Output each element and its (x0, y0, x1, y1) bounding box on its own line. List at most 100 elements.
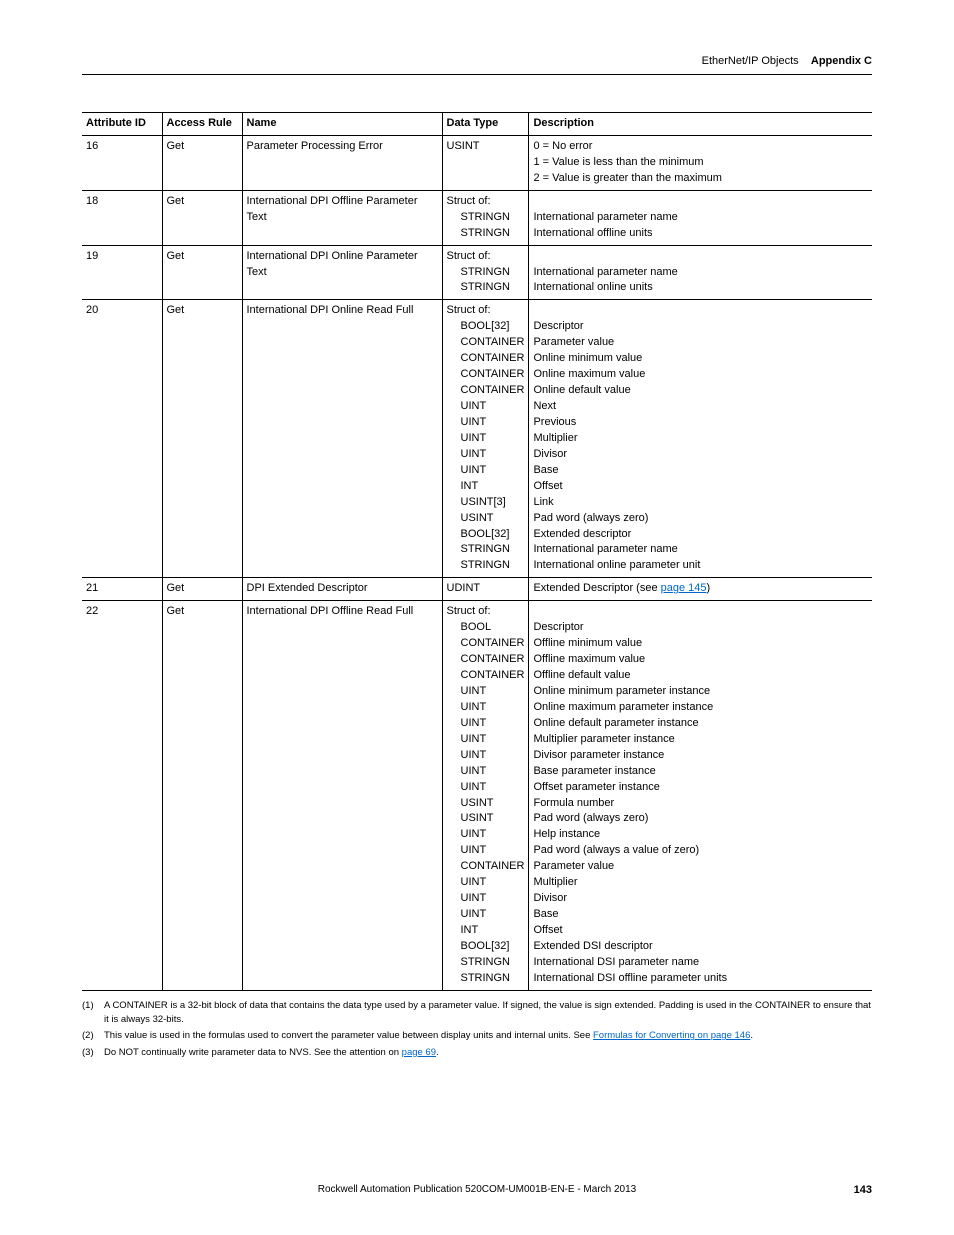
description-line: 1 = Value is less than the minimum (533, 155, 868, 171)
description-line: Multiplier (533, 431, 868, 447)
data-type-value: Struct of: (447, 303, 525, 319)
data-type-value: UINT (447, 447, 525, 463)
data-type-cell: Struct of:STRINGNSTRINGN (442, 190, 529, 245)
data-type-value: UINT (447, 764, 525, 780)
attr-id-cell: 18 (82, 190, 162, 245)
data-type-value: STRINGN (447, 542, 525, 558)
description-line: International offline units (533, 226, 868, 242)
description-line: Base parameter instance (533, 764, 868, 780)
description-line: International parameter name (533, 542, 868, 558)
data-type-cell: UDINT (442, 578, 529, 601)
data-type-value: UINT (447, 875, 525, 891)
table-row: 16GetParameter Processing ErrorUSINT0 = … (82, 135, 872, 190)
description-line: International DSI parameter name (533, 955, 868, 971)
footnote: (2)This value is used in the formulas us… (82, 1029, 872, 1043)
description-line: Online minimum parameter instance (533, 684, 868, 700)
description-line: Pad word (always zero) (533, 811, 868, 827)
data-type-value: USINT (447, 139, 525, 155)
col-header: Access Rule (162, 113, 242, 136)
data-type-value: INT (447, 479, 525, 495)
footnote-marker: (3) (82, 1046, 104, 1060)
attr-id-cell: 19 (82, 245, 162, 300)
description-line: Previous (533, 415, 868, 431)
data-type-value: UINT (447, 700, 525, 716)
data-type-value: CONTAINER (447, 668, 525, 684)
description-line: Link (533, 495, 868, 511)
data-type-cell: Struct of:BOOLCONTAINERCONTAINERCONTAINE… (442, 601, 529, 991)
data-type-value: INT (447, 923, 525, 939)
description-cell: 0 = No error1 = Value is less than the m… (529, 135, 872, 190)
description-line: Pad word (always zero) (533, 511, 868, 527)
name-cell: International DPI Offline Read Full (242, 601, 442, 991)
footnote-marker: (2) (82, 1029, 104, 1043)
description-line: Offline maximum value (533, 652, 868, 668)
data-type-value: UINT (447, 463, 525, 479)
data-type-value: CONTAINER (447, 383, 525, 399)
access-rule-cell: Get (162, 601, 242, 991)
description-cell: DescriptorOffline minimum valueOffline m… (529, 601, 872, 991)
description-line: Base (533, 463, 868, 479)
table-row: 18GetInternational DPI Offline Parameter… (82, 190, 872, 245)
description-line: Extended DSI descriptor (533, 939, 868, 955)
data-type-value: UINT (447, 684, 525, 700)
attr-id-cell: 22 (82, 601, 162, 991)
access-rule-cell: Get (162, 135, 242, 190)
data-type-cell: Struct of:BOOL[32]CONTAINERCONTAINERCONT… (442, 300, 529, 578)
description-cell: DescriptorParameter valueOnline minimum … (529, 300, 872, 578)
data-type-value: UINT (447, 399, 525, 415)
data-type-value: UINT (447, 748, 525, 764)
col-header: Name (242, 113, 442, 136)
footnote: (1)A CONTAINER is a 32-bit block of data… (82, 999, 872, 1028)
publication-info: Rockwell Automation Publication 520COM-U… (318, 1184, 636, 1195)
name-cell: International DPI Online Parameter Text (242, 245, 442, 300)
data-type-value: UINT (447, 431, 525, 447)
description-line: Offline default value (533, 668, 868, 684)
footnotes: (1)A CONTAINER is a 32-bit block of data… (82, 999, 872, 1060)
data-type-value: Struct of: (447, 249, 525, 265)
breadcrumb-appendix: Appendix C (811, 55, 872, 67)
description-line: Online minimum value (533, 351, 868, 367)
description-line (533, 604, 868, 620)
description-line (533, 194, 868, 210)
data-type-value: STRINGN (447, 955, 525, 971)
description-line (533, 249, 868, 265)
description-line: Online maximum parameter instance (533, 700, 868, 716)
data-type-value: BOOL (447, 620, 525, 636)
data-type-cell: Struct of:STRINGNSTRINGN (442, 245, 529, 300)
description-line: Formula number (533, 796, 868, 812)
footnote-text: A CONTAINER is a 32-bit block of data th… (104, 999, 872, 1028)
name-cell: Parameter Processing Error (242, 135, 442, 190)
data-type-value: UINT (447, 732, 525, 748)
attr-id-cell: 16 (82, 135, 162, 190)
data-type-value: STRINGN (447, 280, 525, 296)
description-line (533, 303, 868, 319)
data-type-value: CONTAINER (447, 351, 525, 367)
description-line: Divisor parameter instance (533, 748, 868, 764)
description-line: Offset (533, 479, 868, 495)
access-rule-cell: Get (162, 245, 242, 300)
page-footer: Rockwell Automation Publication 520COM-U… (82, 1184, 872, 1195)
description-line: Base (533, 907, 868, 923)
table-row: 21GetDPI Extended DescriptorUDINTExtende… (82, 578, 872, 601)
description-line: Offset (533, 923, 868, 939)
description-line: International parameter name (533, 210, 868, 226)
description-line: Divisor (533, 447, 868, 463)
data-type-value: UINT (447, 716, 525, 732)
page-number: 143 (854, 1184, 872, 1196)
description-line: Online maximum value (533, 367, 868, 383)
table-row: 20GetInternational DPI Online Read FullS… (82, 300, 872, 578)
description-line: International DSI offline parameter unit… (533, 971, 868, 987)
description-line: Offline minimum value (533, 636, 868, 652)
data-type-value: CONTAINER (447, 367, 525, 383)
attr-id-cell: 21 (82, 578, 162, 601)
data-type-cell: USINT (442, 135, 529, 190)
access-rule-cell: Get (162, 190, 242, 245)
description-cell: Extended Descriptor (see page 145) (529, 578, 872, 601)
data-type-value: BOOL[32] (447, 319, 525, 335)
col-header: Data Type (442, 113, 529, 136)
access-rule-cell: Get (162, 578, 242, 601)
data-type-value: Struct of: (447, 194, 525, 210)
data-type-value: USINT (447, 511, 525, 527)
data-type-value: UINT (447, 415, 525, 431)
description-line: 0 = No error (533, 139, 868, 155)
